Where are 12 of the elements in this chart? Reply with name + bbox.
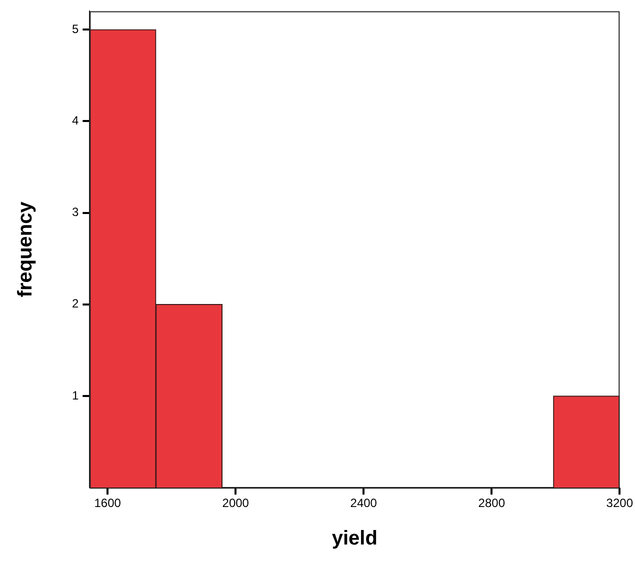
y-tick-label: 1 (72, 388, 79, 402)
x-tick-label: 3200 (606, 496, 634, 510)
x-tick-label: 2000 (222, 496, 250, 510)
y-axis-title: frequency (14, 200, 37, 298)
y-tick-label: 3 (72, 205, 79, 220)
x-tick-label: 2800 (478, 496, 506, 510)
x-axis-title: yield (332, 528, 378, 550)
x-tick-label: 1600 (94, 496, 122, 510)
y-tick-label: 4 (72, 113, 79, 128)
y-tick-label: 5 (72, 22, 79, 36)
x-tick-label: 2400 (350, 496, 378, 510)
y-tick-label: 2 (72, 296, 79, 311)
